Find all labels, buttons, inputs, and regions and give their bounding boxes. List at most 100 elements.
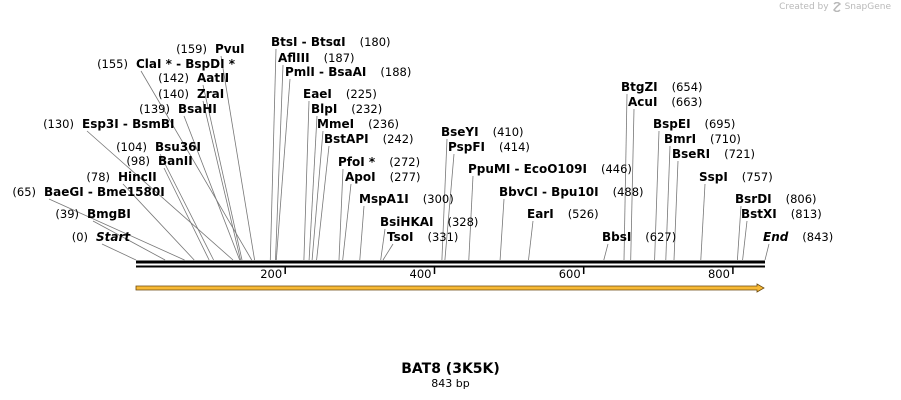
site-label-bbvci-bpu10i[interactable]: BbvCI - Bpu10I bbox=[499, 185, 599, 199]
site-connector-mmei bbox=[311, 130, 324, 261]
feature-arrow[interactable] bbox=[135, 283, 765, 293]
site-label-start[interactable]: Start bbox=[96, 230, 131, 244]
site-connector-bspei bbox=[654, 130, 660, 261]
site-connector-eari bbox=[528, 220, 534, 261]
site-connector-bmri bbox=[665, 145, 671, 261]
site-connector-bstapi bbox=[316, 145, 330, 261]
site-label-eaei[interactable]: EaeI bbox=[303, 87, 332, 101]
site-connector-pfoi bbox=[338, 168, 344, 261]
site-label-blpi[interactable]: BlpI bbox=[311, 102, 337, 116]
site-label-pvui[interactable]: PvuI bbox=[215, 42, 245, 56]
site-label-bseyi[interactable]: BseYI bbox=[441, 125, 479, 139]
sequence-title: BAT8 (3K5K) bbox=[401, 361, 500, 377]
site-position-bbsi: (627) bbox=[645, 230, 676, 244]
site-position-clai-bspdi: (155) bbox=[97, 57, 128, 71]
site-label-bstapi[interactable]: BstAPI bbox=[324, 132, 369, 146]
site-label-baegi-bme1580i[interactable]: BaeGI - Bme1580I bbox=[44, 185, 165, 199]
site-position-acui: (663) bbox=[671, 95, 702, 109]
site-label-banii[interactable]: BanII bbox=[158, 154, 193, 168]
site-position-pmli-bsaai: (188) bbox=[380, 65, 411, 79]
site-connector-bseyi bbox=[441, 138, 448, 261]
site-label-aatii[interactable]: AatII bbox=[197, 71, 229, 85]
site-label-bmgbi[interactable]: BmgBI bbox=[87, 207, 131, 221]
site-label-pspfi[interactable]: PspFI bbox=[448, 140, 485, 154]
site-position-bsrdi: (806) bbox=[786, 192, 817, 206]
ruler-ticks: 200 400 600 800 bbox=[260, 267, 734, 281]
site-label-bsihkai[interactable]: BsiHKAI bbox=[380, 215, 434, 229]
site-connector-banii bbox=[163, 167, 210, 261]
site-position-start: (0) bbox=[72, 230, 88, 244]
site-position-btgzi: (654) bbox=[672, 80, 703, 94]
site-label-eari[interactable]: EarI bbox=[527, 207, 554, 221]
site-connector-clai-bspdi bbox=[140, 70, 253, 261]
site-connector-sspi bbox=[700, 183, 706, 261]
site-label-mmei[interactable]: MmeI bbox=[317, 117, 354, 131]
site-label-afliii[interactable]: AflIII bbox=[278, 51, 310, 65]
site-label-bsrdi[interactable]: BsrDI bbox=[735, 192, 772, 206]
site-label-acui[interactable]: AcuI bbox=[628, 95, 657, 109]
site-connectors bbox=[48, 48, 770, 261]
site-label-btgzi[interactable]: BtgZI bbox=[621, 80, 658, 94]
site-label-bbsi[interactable]: BbsI bbox=[602, 230, 631, 244]
site-label-mspa1i[interactable]: MspA1I bbox=[359, 192, 409, 206]
site-connector-bsu36i bbox=[159, 153, 214, 261]
site-connector-hincii bbox=[122, 183, 195, 261]
site-label-bsahi[interactable]: BsaHI bbox=[178, 102, 217, 116]
site-position-bspei: (695) bbox=[705, 117, 736, 131]
site-connector-esp3i-bsmbi bbox=[86, 130, 234, 261]
site-label-clai-bspdi[interactable]: ClaI * - BspDI * bbox=[136, 57, 236, 71]
site-connector-acui bbox=[630, 108, 635, 261]
site-labels: Start (0) BmgBI (39) BaeGI - Bme1580I (65) Hin… bbox=[12, 35, 833, 244]
site-label-esp3i-bsmbi[interactable]: Esp3I - BsmBI bbox=[82, 117, 174, 131]
site-label-apoi[interactable]: ApoI bbox=[345, 170, 376, 184]
site-position-eari: (526) bbox=[568, 207, 599, 221]
site-label-zrai[interactable]: ZraI bbox=[197, 87, 224, 101]
site-connector-start bbox=[101, 243, 137, 261]
site-connector-bsrdi bbox=[737, 205, 742, 261]
site-label-bseri[interactable]: BseRI bbox=[672, 147, 710, 161]
ruler-tick-label-800: 800 bbox=[708, 267, 730, 281]
site-connector-pspfi bbox=[444, 153, 455, 261]
site-connector-baegi-bme1580i bbox=[48, 198, 185, 261]
site-position-bmri: (710) bbox=[710, 132, 741, 146]
site-connector-aatii bbox=[202, 84, 243, 261]
site-position-bsu36i: (104) bbox=[116, 140, 147, 154]
site-position-eaei: (225) bbox=[346, 87, 377, 101]
site-label-end[interactable]: End bbox=[763, 230, 789, 244]
site-connector-btsi-bts-i bbox=[269, 48, 277, 261]
site-position-mspa1i: (300) bbox=[423, 192, 454, 206]
site-label-tsoi[interactable]: TsoI bbox=[387, 230, 413, 244]
site-connector-bbsi bbox=[603, 243, 609, 261]
site-label-bstxi[interactable]: BstXI bbox=[741, 207, 777, 221]
site-label-bspei[interactable]: BspEI bbox=[653, 117, 691, 131]
site-label-pmli-bsaai[interactable]: PmlI - BsaAI bbox=[285, 65, 366, 79]
site-position-bmgbi: (39) bbox=[55, 207, 79, 221]
site-position-hincii: (78) bbox=[86, 170, 110, 184]
site-connector-bseri bbox=[673, 160, 679, 261]
site-position-bstxi: (813) bbox=[791, 207, 822, 221]
site-label-sspi[interactable]: SspI bbox=[699, 170, 728, 184]
site-position-pvui: (159) bbox=[176, 42, 207, 56]
site-position-mmei: (236) bbox=[368, 117, 399, 131]
site-position-zrai: (140) bbox=[158, 87, 189, 101]
site-connector-blpi bbox=[308, 115, 318, 261]
site-position-bbvci-bpu10i: (488) bbox=[613, 185, 644, 199]
site-label-hincii[interactable]: HincII bbox=[118, 170, 157, 184]
site-position-ppumi-ecoo109i: (446) bbox=[601, 162, 632, 176]
site-position-tsoi: (331) bbox=[428, 230, 459, 244]
ruler-tick-label-400: 400 bbox=[410, 267, 432, 281]
site-label-pfoi[interactable]: PfoI * bbox=[338, 155, 376, 169]
feature-arrow-shape[interactable] bbox=[135, 283, 765, 293]
site-connector-bstxi bbox=[742, 220, 748, 261]
site-connector-bmgbi bbox=[92, 220, 166, 261]
site-connector-pmli-bsaai bbox=[275, 78, 291, 261]
site-label-btsi-bts-i[interactable]: BtsI - BtsαI bbox=[271, 35, 346, 49]
site-label-bsu36i[interactable]: Bsu36I bbox=[155, 140, 201, 154]
site-label-bmri[interactable]: BmrI bbox=[664, 132, 696, 146]
site-connector-bsahi bbox=[183, 115, 241, 261]
site-connector-bbvci-bpu10i bbox=[499, 198, 505, 261]
site-label-ppumi-ecoo109i[interactable]: PpuMI - EcoO109I bbox=[468, 162, 587, 176]
site-position-bsahi: (139) bbox=[139, 102, 170, 116]
site-position-blpi: (232) bbox=[351, 102, 382, 116]
